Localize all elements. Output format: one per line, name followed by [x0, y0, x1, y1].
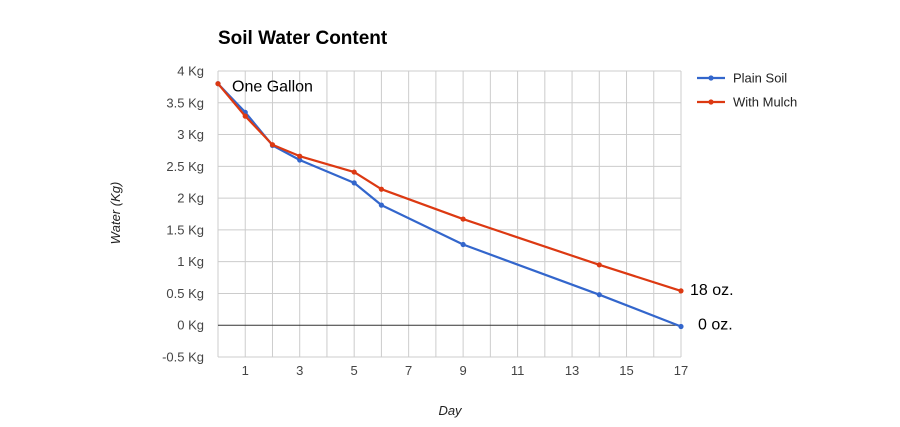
data-point-plain-soil [678, 323, 684, 330]
y-tick-label: 3.5 Kg [166, 95, 204, 110]
series-plain-soil [215, 81, 684, 330]
x-tick-label: 3 [296, 363, 303, 378]
legend-item-with-mulch: With Mulch [697, 95, 797, 110]
data-point-plain-soil [460, 241, 466, 248]
y-axis-label: Water (Kg) [108, 182, 123, 245]
x-tick-label: 7 [405, 363, 412, 378]
x-tick-label: 1 [242, 363, 249, 378]
x-axis-label: Day [438, 403, 463, 418]
data-point-with-mulch [378, 186, 385, 192]
grid [217, 70, 682, 358]
legend-marker [708, 99, 714, 105]
annotation-0-oz: 0 oz. [698, 316, 733, 333]
y-tick-label: 0 Kg [177, 318, 204, 333]
chart-title: Soil Water Content [218, 28, 388, 49]
series-with-mulch [215, 81, 684, 294]
y-tick-label: 2 Kg [177, 191, 204, 206]
legend-label: Plain Soil [733, 71, 787, 86]
legend-item-plain-soil: Plain Soil [697, 71, 787, 86]
x-axis-ticks: 1 3 5 7 9 11 13 15 17 [242, 363, 689, 378]
y-tick-label: 4 Kg [177, 64, 204, 79]
data-point-with-mulch [297, 153, 303, 159]
series [215, 81, 684, 330]
y-tick-label: 1 Kg [177, 254, 204, 269]
data-point-with-mulch [678, 288, 684, 294]
y-tick-label: 3 Kg [177, 127, 204, 142]
data-point-plain-soil [378, 202, 385, 208]
y-tick-label: 2.5 Kg [166, 159, 204, 174]
y-tick-label: 1.5 Kg [166, 222, 204, 237]
x-tick-label: 9 [460, 363, 467, 378]
data-point-with-mulch [269, 142, 276, 148]
y-tick-label: -0.5 Kg [162, 350, 204, 365]
x-tick-label: 13 [565, 363, 579, 378]
annotation-18-oz: 18 oz. [690, 282, 734, 299]
x-tick-label: 17 [674, 363, 688, 378]
data-point-with-mulch [242, 113, 248, 119]
x-tick-label: 5 [351, 363, 358, 378]
y-tick-label: 0.5 Kg [166, 286, 204, 301]
data-point-with-mulch [596, 262, 602, 268]
data-point-with-mulch [215, 81, 221, 87]
series-line-with-mulch [217, 83, 682, 292]
data-point-plain-soil [596, 292, 602, 298]
legend-label: With Mulch [733, 95, 797, 110]
y-axis-ticks: 4 Kg 3.5 Kg 3 Kg 2.5 Kg 2 Kg 1.5 Kg 1 Kg 0.5 Kg… [162, 64, 204, 365]
data-point-plain-soil [351, 180, 357, 186]
legend: Plain Soil With Mulch [697, 71, 797, 110]
x-tick-label: 15 [619, 363, 633, 378]
series-line-plain-soil [217, 82, 682, 328]
data-point-plain-soil [297, 157, 303, 163]
data-point-with-mulch [460, 216, 466, 222]
x-tick-label: 11 [511, 363, 525, 378]
annotations: One Gallon 18 oz. 0 oz. [232, 79, 734, 334]
legend-marker [708, 75, 714, 81]
data-point-with-mulch [351, 169, 357, 175]
annotation-one-gallon: One Gallon [232, 79, 313, 96]
